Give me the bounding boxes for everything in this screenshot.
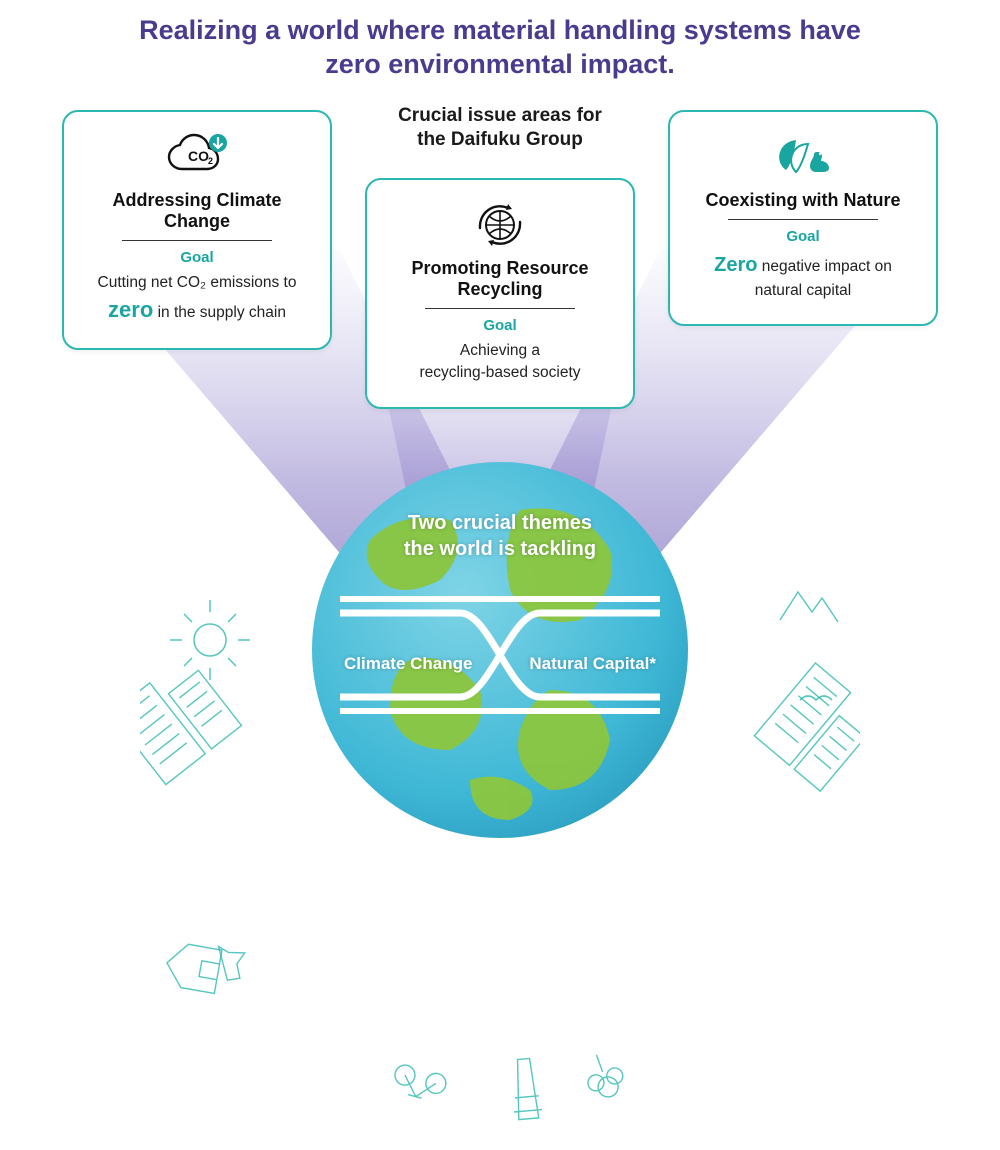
- card-body: Zero negative impact on natural capital: [686, 251, 920, 302]
- body-post: negative impact on: [757, 258, 891, 275]
- globe-theme-labels: Climate Change Natural Capital*: [310, 654, 690, 674]
- card-resource-recycling: Promoting Resource Recycling Goal Achiev…: [365, 178, 635, 409]
- svg-text:CO: CO: [188, 148, 209, 164]
- card-climate-change: CO 2 Addressing Climate Change Goal Cutt…: [62, 110, 332, 350]
- theme-right: Natural Capital*: [529, 654, 656, 674]
- goal-label: Goal: [80, 249, 314, 266]
- globe: Two crucial themes the world is tackling…: [310, 460, 690, 840]
- zero-emphasis: zero: [108, 297, 153, 322]
- goal-label: Goal: [686, 228, 920, 245]
- subtitle-line-2: the Daifuku Group: [417, 129, 583, 150]
- card-heading: Coexisting with Nature: [686, 190, 920, 211]
- svg-text:2: 2: [208, 156, 213, 166]
- card-heading: Addressing Climate Change: [80, 190, 314, 232]
- card-divider: [425, 308, 575, 309]
- body-post: in the supply chain: [153, 304, 286, 321]
- subtitle-line-1: Crucial issue areas for: [398, 105, 602, 126]
- card-divider: [122, 240, 272, 241]
- card-body: Achieving a recycling-based society: [383, 340, 617, 385]
- body-line-2: recycling-based society: [419, 364, 580, 381]
- body-pre: Cutting net CO₂ emissions to: [98, 274, 297, 291]
- leaf-squirrel-icon: [686, 130, 920, 184]
- card-coexisting-nature: Coexisting with Nature Goal Zero negativ…: [668, 110, 938, 326]
- theme-left: Climate Change: [344, 654, 472, 674]
- zero-emphasis: Zero: [714, 254, 757, 276]
- globe-top-line-1: Two crucial themes: [408, 512, 592, 534]
- recycle-globe-icon: [383, 198, 617, 252]
- title-line-1: Realizing a world where material handlin…: [139, 15, 861, 45]
- body-line-2: natural capital: [755, 282, 852, 299]
- goal-label: Goal: [383, 317, 617, 334]
- card-body: Cutting net CO₂ emissions to zero in the…: [80, 272, 314, 326]
- card-heading: Promoting Resource Recycling: [383, 258, 617, 300]
- globe-top-line-2: the world is tackling: [404, 538, 596, 560]
- card-divider: [728, 219, 878, 220]
- body-line-1: Achieving a: [460, 342, 540, 359]
- title-line-2: zero environmental impact.: [325, 49, 675, 79]
- co2-cloud-icon: CO 2: [80, 130, 314, 184]
- page-title: Realizing a world where material handlin…: [0, 0, 1000, 82]
- globe-top-text: Two crucial themes the world is tackling: [310, 510, 690, 562]
